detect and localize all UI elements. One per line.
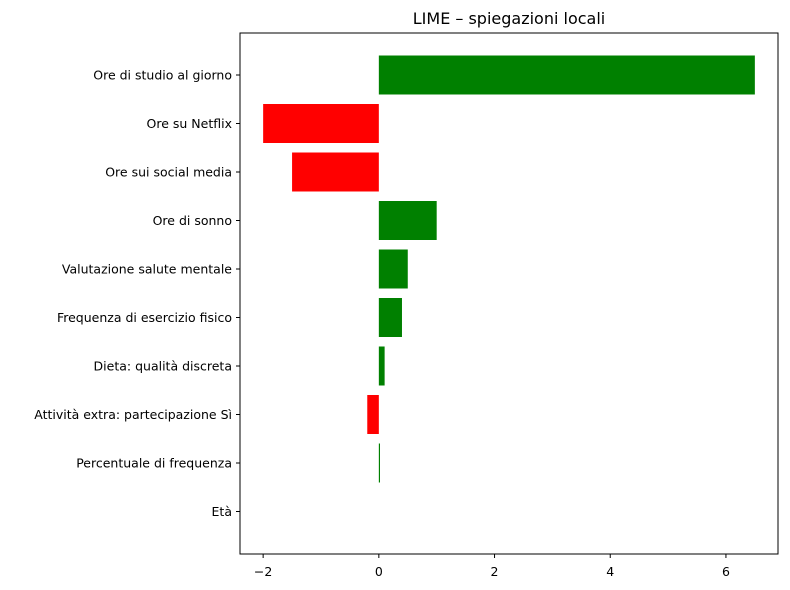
bar xyxy=(378,249,408,289)
y-tick-label: Attività extra: partecipazione Sì xyxy=(34,407,232,422)
y-tick-label: Età xyxy=(212,504,232,519)
bar xyxy=(378,443,380,483)
y-tick-label: Valutazione salute mentale xyxy=(62,262,232,277)
bar xyxy=(378,55,755,95)
y-tick-label: Frequenza di esercizio fisico xyxy=(57,310,232,325)
bar xyxy=(378,346,385,386)
y-axis: Ore di studio al giorno Ore su Netflix Ore… xyxy=(34,68,240,519)
bar xyxy=(263,104,379,143)
chart-title: LIME – spiegazioni locali xyxy=(413,9,606,28)
bar xyxy=(378,201,437,240)
x-tick-label: 0 xyxy=(375,564,383,579)
y-tick-label: Dieta: qualità discreta xyxy=(94,359,232,374)
x-axis: −2 0 2 4 6 xyxy=(254,554,730,579)
x-tick-label: 6 xyxy=(722,564,730,579)
y-tick-label: Percentuale di frequenza xyxy=(76,456,232,471)
x-tick-label: 4 xyxy=(606,564,614,579)
y-tick-label: Ore sui social media xyxy=(105,165,232,180)
x-tick-label: −2 xyxy=(254,564,272,579)
plot-frame xyxy=(239,32,779,555)
bar xyxy=(367,395,379,434)
y-tick-label: Ore di sonno xyxy=(153,213,232,228)
bar xyxy=(378,298,402,337)
bar xyxy=(292,152,379,192)
x-tick-label: 2 xyxy=(491,564,499,579)
y-tick-label: Ore su Netflix xyxy=(147,116,232,131)
y-tick-label: Ore di studio al giorno xyxy=(93,68,232,83)
bars-group xyxy=(263,55,755,483)
